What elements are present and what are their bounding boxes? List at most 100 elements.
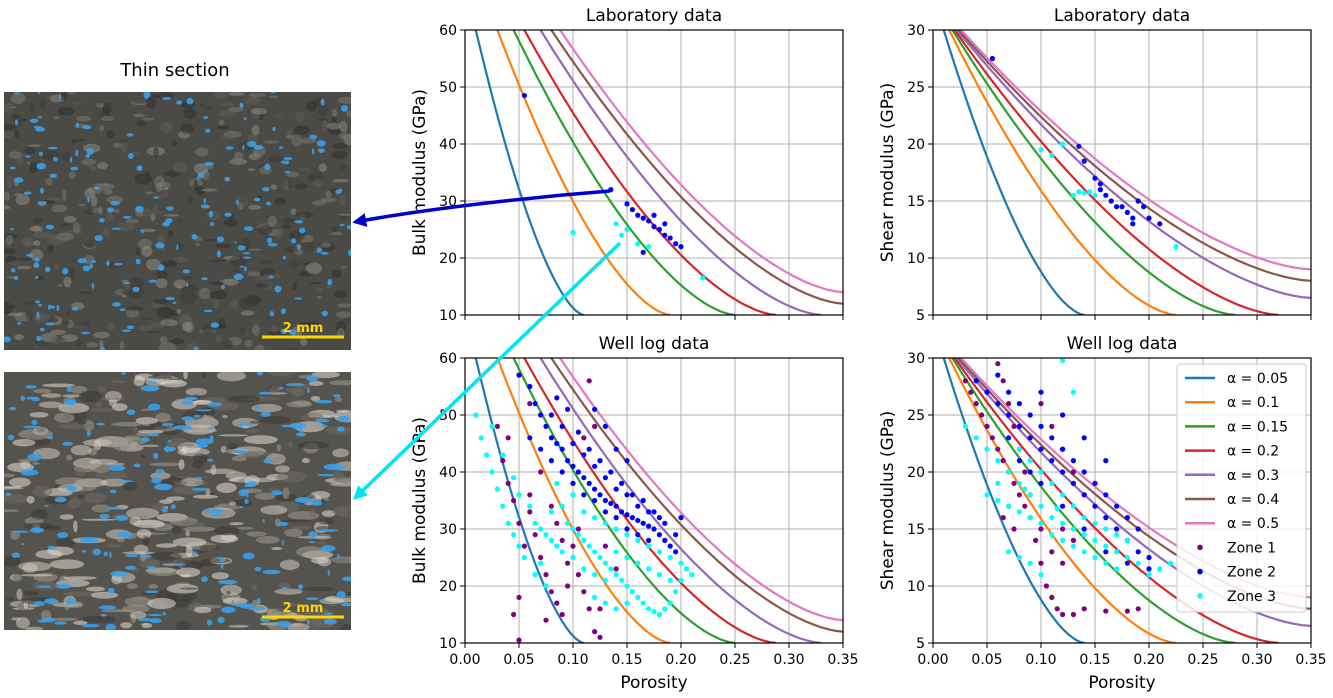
grain [283, 217, 294, 225]
pore [320, 599, 325, 602]
grain [262, 140, 280, 144]
grain [270, 184, 278, 190]
point-zone-2 [624, 458, 630, 464]
grain [321, 242, 332, 248]
x-tick-label: 0.00 [917, 652, 948, 668]
grain [268, 155, 283, 163]
pore [99, 605, 117, 610]
point-zone-2 [646, 537, 652, 544]
pore [318, 529, 339, 532]
grain [173, 256, 188, 263]
point-zone-2 [1114, 503, 1120, 509]
pore [280, 424, 296, 428]
scale-bar-label: 2 mm [283, 601, 324, 616]
grain [343, 161, 351, 165]
grain [334, 396, 342, 403]
point-zone-2 [521, 92, 528, 99]
point-zone-3 [1054, 505, 1060, 512]
pore [155, 469, 165, 474]
point-zone-1 [586, 606, 592, 612]
y-axis-label: Shear modulus (GPa) [878, 83, 898, 262]
point-zone-3 [581, 509, 587, 515]
point-zone-2 [548, 435, 555, 441]
point-zone-3 [635, 537, 641, 544]
pore [52, 156, 58, 162]
point-zone-3 [500, 503, 506, 509]
point-zone-3 [1049, 480, 1055, 486]
point-zone-2 [646, 523, 652, 529]
point-zone-2 [1130, 221, 1136, 227]
grain [214, 243, 232, 249]
grain [160, 379, 188, 388]
pore [45, 224, 55, 230]
point-zone-3 [570, 554, 576, 561]
point-zone-3 [1124, 554, 1130, 561]
pore [92, 548, 102, 556]
point-zone-3 [494, 486, 500, 492]
pore [47, 146, 58, 150]
point-zone-2 [1049, 435, 1055, 441]
point-zone-2 [1108, 198, 1114, 204]
grain [29, 225, 42, 232]
pore [201, 277, 208, 281]
point-zone-3 [683, 566, 690, 572]
grain [113, 208, 120, 214]
grain [201, 188, 218, 192]
pore [314, 399, 333, 404]
grain [220, 445, 227, 453]
pore [346, 225, 351, 230]
point-zone-3 [592, 515, 598, 521]
pore [23, 191, 32, 195]
point-zone-1 [989, 435, 996, 441]
point-zone-2 [1103, 515, 1109, 521]
pore [278, 146, 284, 149]
grain [179, 587, 201, 590]
grain [309, 281, 322, 285]
grain [276, 444, 282, 452]
pore [268, 275, 274, 279]
pore [81, 623, 100, 628]
point-zone-3 [559, 503, 565, 509]
grain [299, 167, 310, 172]
grain [40, 99, 47, 109]
point-zone-1 [1060, 611, 1066, 618]
grain [120, 622, 132, 629]
point-zone-2 [613, 446, 619, 452]
point-zone-3 [1070, 192, 1076, 198]
point-zone-3 [1070, 503, 1076, 509]
point-zone-2 [1016, 401, 1023, 407]
pore [37, 92, 41, 94]
pore [70, 166, 79, 171]
grain [102, 227, 111, 237]
point-zone-3 [570, 526, 576, 532]
pore [216, 236, 225, 243]
grain [133, 544, 149, 554]
grain [175, 476, 210, 479]
pore [245, 481, 257, 486]
pore [5, 492, 12, 497]
grain [248, 204, 261, 210]
grain [332, 142, 348, 150]
point-zone-2 [592, 406, 598, 412]
pore [135, 258, 141, 265]
point-zone-2 [570, 480, 576, 486]
point-zone-3 [1081, 515, 1087, 521]
point-zone-1 [1103, 608, 1109, 614]
grain [4, 102, 14, 114]
point-zone-2 [1060, 469, 1066, 475]
point-zone-2 [581, 475, 587, 481]
point-zone-1 [995, 361, 1001, 367]
pore [280, 328, 288, 334]
pore [122, 281, 131, 284]
point-zone-3 [1114, 566, 1120, 572]
pore [206, 619, 213, 626]
point-zone-3 [1092, 192, 1098, 198]
grain [218, 119, 225, 126]
point-zone-2 [613, 503, 619, 509]
grain [20, 574, 53, 577]
grain [337, 303, 351, 308]
grain [161, 260, 178, 268]
legend-label: α = 0.05 [1227, 371, 1288, 387]
grain [292, 326, 303, 339]
pore [93, 186, 100, 190]
